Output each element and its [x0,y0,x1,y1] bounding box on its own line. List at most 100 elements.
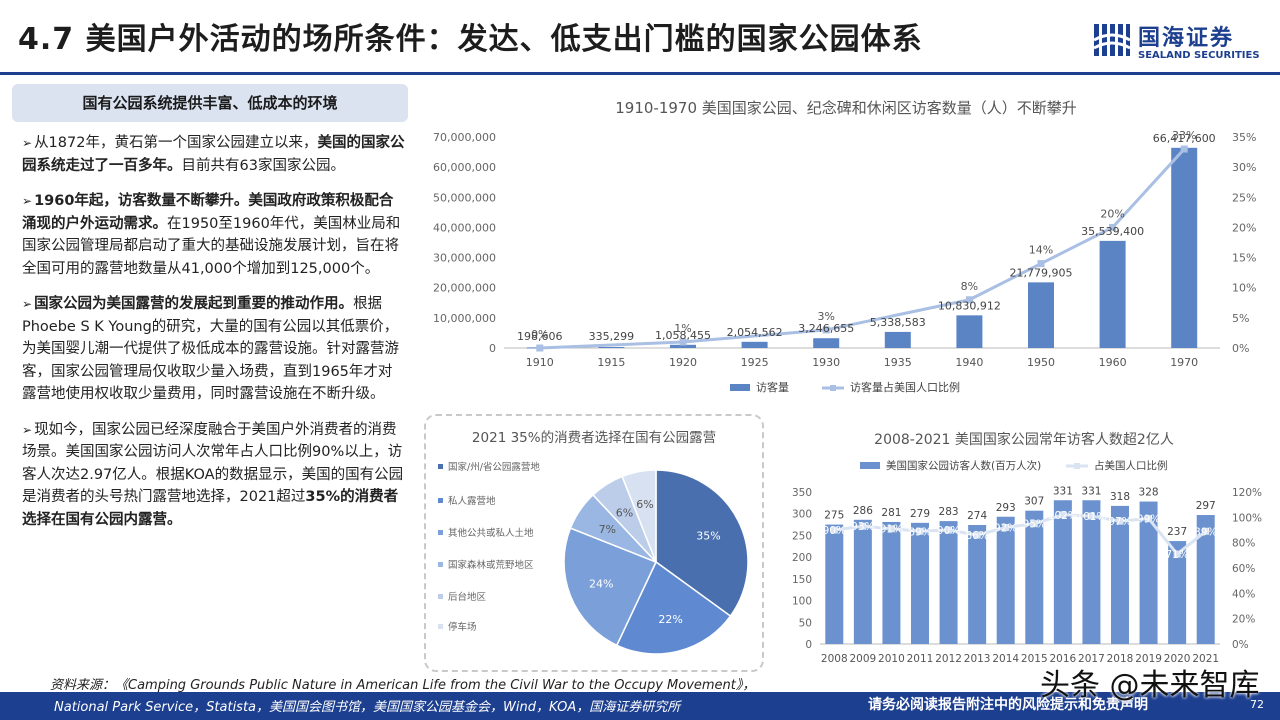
section-heading-box: 国有公园系统提供丰富、低成本的环境 [12,84,408,122]
y-right-tick-label: 120% [1232,487,1262,499]
line-point [1059,511,1067,519]
y-left-tick-label: 20,000,000 [433,282,496,295]
pie-legend-label: 国家/州/省公园露营地 [448,461,540,473]
x-tick-label: 2014 [992,653,1019,665]
bar-value-label: 10,830,912 [938,299,1001,312]
logo-emblem-icon [1093,24,1131,56]
y-right-tick-label: 25% [1232,191,1256,204]
bar-value-label: 1,058,455 [655,329,711,342]
y-left-tick-label: 350 [792,487,812,499]
bar-2010 [882,521,901,644]
bullet-paragraph: ➢ 1960年起，访客数量不断攀升。美国政府政策积极配合涌现的户外运动需求。在19… [22,190,406,280]
line-value-label: 33% [1172,129,1196,142]
line-point [1002,523,1010,531]
legend-swatch-bar [860,462,880,469]
x-tick-label: 1950 [1027,356,1055,369]
y-right-tick-label: 40% [1232,588,1255,600]
line-value-label: 90% [937,525,960,537]
bar-value-label: 293 [996,502,1016,514]
line-value-label: 101% [1076,511,1106,523]
legend-label: 访客量占美国人口比例 [850,380,960,394]
bar-value-label: 286 [853,505,873,517]
x-tick-label: 2021 [1192,653,1219,665]
bar-value-label: 328 [1139,487,1159,499]
x-tick-label: 1960 [1099,356,1127,369]
y-left-tick-label: 50 [799,617,812,629]
x-tick-label: 2020 [1164,653,1191,665]
x-tick-label: 2017 [1078,653,1105,665]
line-point [1109,223,1117,231]
pie-legend-label: 停车场 [448,621,477,633]
pie-legend-label: 后台地区 [448,591,487,603]
bar-2018 [1111,505,1129,644]
bar-value-label: 331 [1053,485,1073,497]
line-value-label: 89% [1194,526,1217,538]
y-right-tick-label: 80% [1232,538,1255,550]
bullet-text: 根据Phoebe S K Young的研究，大量的国有公园以其低票价，为美国婴儿… [22,296,399,402]
bar-value-label: 237 [1167,526,1187,538]
bullet-text: 美国的国家公园系统走过了一百多年。 [22,135,405,174]
chart-title: 2021 35%的消费者选择在国有公园露营 [472,430,716,446]
bullet-paragraph: ➢ 现如今，国家公园已经深度融合于美国户外消费者的消费场景。美国国家公园访问人次常… [22,419,406,532]
bullet-text: 35%的消费者选择在国有公园内露营。 [22,489,399,528]
x-tick-label: 2013 [964,653,991,665]
legend-swatch-bar [730,384,750,391]
bullet-arrow-icon: ➢ [22,422,33,437]
legend-label: 占美国人口比例 [1094,459,1168,472]
bar-value-label: 307 [1024,496,1044,508]
line-value-label: 99% [1137,514,1160,526]
x-tick-label: 1910 [526,356,554,369]
y-right-tick-label: 20% [1232,614,1255,626]
bar-value-label: 335,299 [589,330,635,343]
x-tick-label: 1940 [955,356,983,369]
bar-1915 [598,346,625,348]
y-right-tick-label: 15% [1232,252,1256,265]
pie-slice [655,469,749,618]
y-left-tick-label: 70,000,000 [433,131,496,144]
pie-legend-label: 私人露营地 [448,495,496,507]
bar-1940 [956,315,983,348]
bullet-text: 1960年起，访客数量不断攀升。美国政府政策积极配合涌现的户外运动需求。 [22,193,394,232]
pie-legend-swatch [438,464,443,469]
pie-legend-swatch [438,530,443,535]
bullet-text: 现如今，国家公园已经深度融合于美国户外消费者的消费场景。美国国家公园访问人次常年… [22,421,404,506]
section-heading: 国有公园系统提供丰富、低成本的环境 [82,94,338,112]
y-right-tick-label: 20% [1232,221,1256,234]
bullet-arrow-icon: ➢ [22,136,33,150]
pie-slice [563,527,658,647]
bullet-text: 目前共有63家国家公园。 [181,157,345,174]
y-right-tick-label: 0% [1232,639,1249,651]
bar-2009 [853,519,872,644]
source-line-2: National Park Service，Statista，美国国会图书馆，美… [54,700,681,715]
x-tick-label: 2009 [849,653,876,665]
line-point [965,296,973,304]
y-left-tick-label: 50,000,000 [433,191,496,204]
line-point [1030,520,1038,528]
pie-legend-label: 国家森林或荒野地区 [448,559,534,571]
bar-2011 [911,522,929,644]
bar-2008 [825,524,844,644]
brand-logo: 国海证券 SEALAND SECURITIES [1092,18,1272,66]
page-title: 4.7 美国户外活动的场所条件：发达、低支出门槛的国家公园体系 [18,22,923,57]
y-left-tick-label: 100 [792,596,812,608]
pie-legend-swatch [438,624,443,629]
bar-1970 [1171,147,1198,348]
bar-1920 [670,344,696,348]
line-value-label: 1% [674,322,691,335]
line-point [1145,515,1153,523]
line-point [1037,260,1045,268]
y-left-tick-label: 200 [792,552,812,564]
bar-2016 [1053,500,1072,644]
y-left-tick-label: 30,000,000 [433,252,496,265]
bar-2017 [1082,500,1101,644]
line-value-label: 95% [1023,519,1046,531]
y-right-tick-label: 10% [1232,282,1256,295]
visitors-1910-1970-chart: 1910-1970 美国国家公园、纪念碑和休闲区访客数量（人）不断攀升 0 10,0… [433,99,1256,394]
line-point [1087,512,1095,520]
line-value-label: 97% [1108,516,1131,528]
pie-value-label: 6% [616,506,633,519]
line-point [945,526,953,534]
bullet-list: ➢ 从1872年，黄石第一个国家公园建立以来，美国的国家公园系统走过了一百多年。目… [22,132,406,544]
footer-bar [0,692,1280,720]
line-point [830,526,838,534]
